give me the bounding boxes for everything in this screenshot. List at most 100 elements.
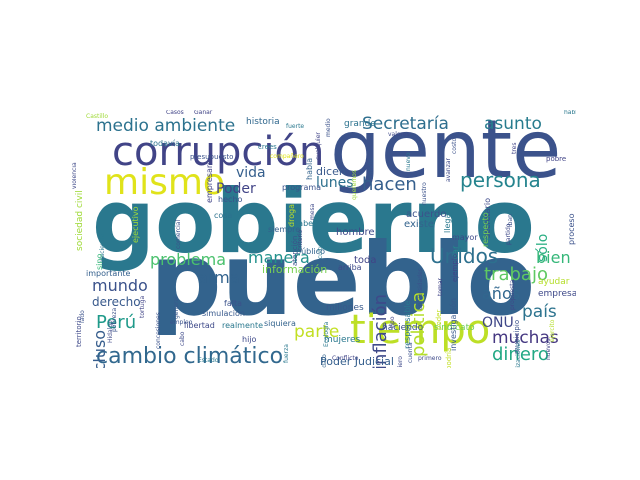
cloud-word: muchas	[492, 328, 559, 348]
cloud-word: vida	[236, 165, 266, 181]
cloud-word: pueblo	[150, 221, 536, 338]
cloud-word: Unidos	[430, 244, 499, 268]
cloud-word: nuevos	[545, 338, 552, 360]
cloud-word: hablar	[564, 110, 576, 116]
cloud-word: medio	[325, 118, 332, 137]
cloud-word: Ecología	[323, 321, 330, 347]
cloud-word: trabajo	[484, 264, 548, 285]
cloud-word: importante	[86, 269, 131, 278]
cloud-word: mujeres	[324, 335, 361, 345]
cloud-word: libertad	[184, 321, 215, 330]
cloud-word: ejecutivo	[131, 206, 140, 243]
cloud-word: costo	[451, 137, 458, 154]
cloud-word: dicen	[316, 165, 346, 178]
cloud-word: queremos	[351, 170, 358, 200]
cloud-word: hijo	[242, 335, 257, 344]
cloud-word: dando	[367, 158, 375, 180]
cloud-word: ejemplo	[451, 253, 459, 282]
cloud-word: Poder Judicial	[320, 355, 394, 368]
cloud-word: ayudar	[538, 277, 570, 287]
cloud-word: fuerza	[283, 344, 290, 363]
cloud-word: proceso	[567, 213, 576, 245]
cloud-word: cabo	[179, 331, 186, 346]
cloud-word: nuestro	[421, 182, 428, 205]
cloud-word: mayor	[452, 233, 478, 242]
cloud-word: cambio climático	[96, 344, 284, 368]
cloud-word: hecho	[218, 195, 243, 204]
cloud-word: pobre	[546, 155, 567, 163]
cloud-word: gobierno	[92, 170, 535, 273]
cloud-word: manera	[248, 248, 310, 267]
cloud-word: saben	[294, 219, 319, 228]
cloud-word: Casos	[166, 110, 184, 116]
cloud-word: propuesta	[509, 279, 516, 310]
cloud-word: tomar	[437, 277, 444, 296]
cloud-word: Poder	[216, 181, 256, 197]
cloud-word: universidades	[417, 268, 424, 310]
cloud-word: millones	[326, 303, 364, 313]
cloud-word: Perú	[96, 312, 137, 333]
cloud-word: cualquier	[315, 132, 322, 160]
cloud-word: bien	[536, 248, 571, 267]
cloud-word: tres	[511, 142, 518, 154]
cloud-word: derecho	[92, 295, 141, 309]
cloud-word: haciendo	[382, 323, 424, 333]
cloud-word: mundo	[92, 276, 148, 295]
cloud-word: gente	[330, 110, 562, 196]
cloud-word: partido	[505, 223, 512, 245]
cloud-word: existe	[404, 219, 434, 230]
cloud-word: país	[522, 302, 557, 322]
cloud-word: Ganar	[194, 110, 213, 116]
cloud-word: sindicato	[434, 323, 475, 333]
cloud-word: hombre	[336, 227, 375, 238]
cloud-word: grande	[344, 119, 376, 129]
cloud-word: Hacienda	[99, 233, 106, 262]
cloud-word: podría	[445, 347, 453, 368]
cloud-word: presupuesto	[190, 153, 234, 161]
cloud-word: violencia	[72, 162, 78, 189]
cloud-word: asunto	[484, 114, 542, 134]
cloud-word: cultura	[317, 237, 324, 259]
cloud-word: comercial	[175, 219, 182, 249]
cloud-word: Secretaría	[362, 114, 449, 134]
cloud-word: empresa	[538, 289, 576, 299]
cloud-word: general	[173, 296, 180, 319]
cloud-word: mismo	[104, 162, 225, 203]
cloud-word: público	[296, 247, 325, 256]
word-cloud: gobierno pueblo gente corrupción tiempo …	[72, 110, 576, 368]
cloud-word: tipo	[389, 316, 396, 329]
cloud-word: lunes	[316, 175, 354, 191]
cloud-word: sólo	[535, 233, 551, 262]
cloud-word: corrupción	[112, 129, 325, 175]
cloud-word: simulación	[202, 309, 245, 318]
cloud-word: nuevo	[405, 152, 412, 171]
cloud-word: respecto	[481, 212, 490, 247]
cloud-word: investigación	[449, 297, 458, 351]
cloud-word: programa	[282, 183, 322, 192]
cloud-word: persona	[460, 168, 541, 192]
cloud-word: poder	[435, 309, 443, 330]
cloud-word: falta	[224, 299, 242, 308]
cloud-word: sociedad civil	[75, 190, 85, 251]
cloud-word: hacen	[362, 174, 417, 195]
cloud-word: cuenta	[407, 342, 414, 363]
cloud-word: arma	[198, 268, 240, 287]
cloud-word: toda	[354, 255, 377, 266]
cloud-word: informe	[225, 225, 232, 249]
cloud-word: organizaciones	[515, 339, 522, 368]
cloud-word: habla	[305, 157, 314, 180]
cloud-word: empleo	[170, 319, 193, 326]
cloud-word: avanzar	[445, 158, 452, 182]
cloud-word: pobreza	[111, 307, 118, 332]
cloud-word: dinero	[492, 344, 549, 365]
cloud-word: quiero	[397, 356, 404, 368]
cloud-word: años	[482, 284, 521, 303]
cloud-word: todavía	[150, 139, 180, 148]
cloud-word: empresario	[205, 157, 214, 203]
cloud-word: candidato	[321, 354, 328, 368]
cloud-word: fuerte	[286, 123, 305, 130]
cloud-word: información	[262, 263, 328, 276]
cloud-word: ONU	[482, 315, 514, 331]
cloud-word: compañero	[270, 153, 304, 160]
cloud-word: cosa	[214, 211, 233, 220]
